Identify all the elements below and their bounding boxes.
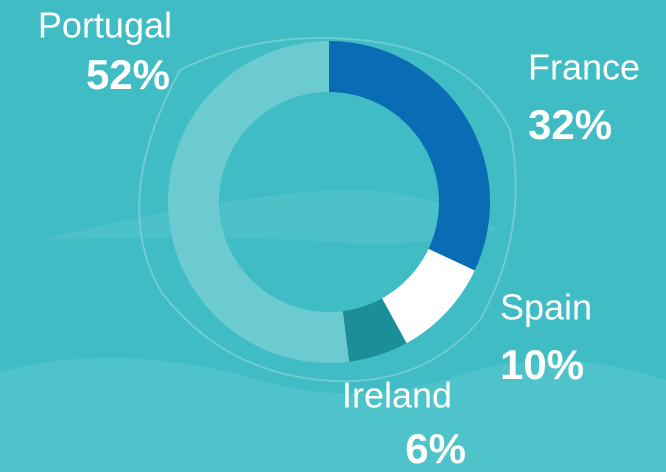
category-label: Spain xyxy=(500,287,592,328)
donut-segment xyxy=(168,41,350,363)
value-label: 10% xyxy=(500,341,584,388)
value-label: 32% xyxy=(528,101,612,148)
donut xyxy=(168,41,490,363)
value-label: 52% xyxy=(86,51,170,98)
value-label: 6% xyxy=(405,425,466,472)
donut-segment xyxy=(381,248,475,344)
category-label: Ireland xyxy=(342,375,452,416)
category-label: Portugal xyxy=(38,5,172,46)
category-label: France xyxy=(528,47,640,88)
donut-segment xyxy=(329,41,490,271)
donut-segment xyxy=(342,298,407,362)
background-decoration xyxy=(0,37,666,472)
labels: France 32% Spain 10% Ireland 6% Portugal 52% xyxy=(38,5,640,472)
